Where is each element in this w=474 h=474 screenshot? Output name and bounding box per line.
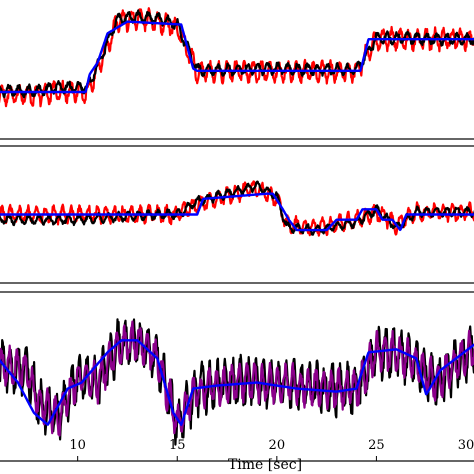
panel-frame bbox=[0, 145, 474, 284]
x-axis-ticks: 10 15 20 25 30 bbox=[69, 438, 474, 461]
panel-top bbox=[0, 7, 474, 140]
series-line-2 bbox=[0, 192, 474, 232]
x-axis-label: Time [sec] bbox=[228, 457, 302, 473]
panel-middle bbox=[0, 145, 474, 284]
panel-frame bbox=[0, 138, 474, 140]
x-tick-label: 20 bbox=[269, 438, 286, 453]
x-tick-label: 25 bbox=[368, 438, 385, 453]
x-tick-label: 15 bbox=[169, 438, 186, 453]
x-tick-label: 30 bbox=[458, 438, 474, 453]
panel-frame bbox=[0, 291, 474, 462]
series-line-1 bbox=[0, 320, 474, 437]
panel-bottom bbox=[0, 291, 474, 462]
series-line-2 bbox=[0, 339, 474, 426]
x-tick-label: 10 bbox=[69, 438, 86, 453]
series-line-2 bbox=[0, 20, 474, 94]
series-line-1 bbox=[0, 9, 474, 99]
